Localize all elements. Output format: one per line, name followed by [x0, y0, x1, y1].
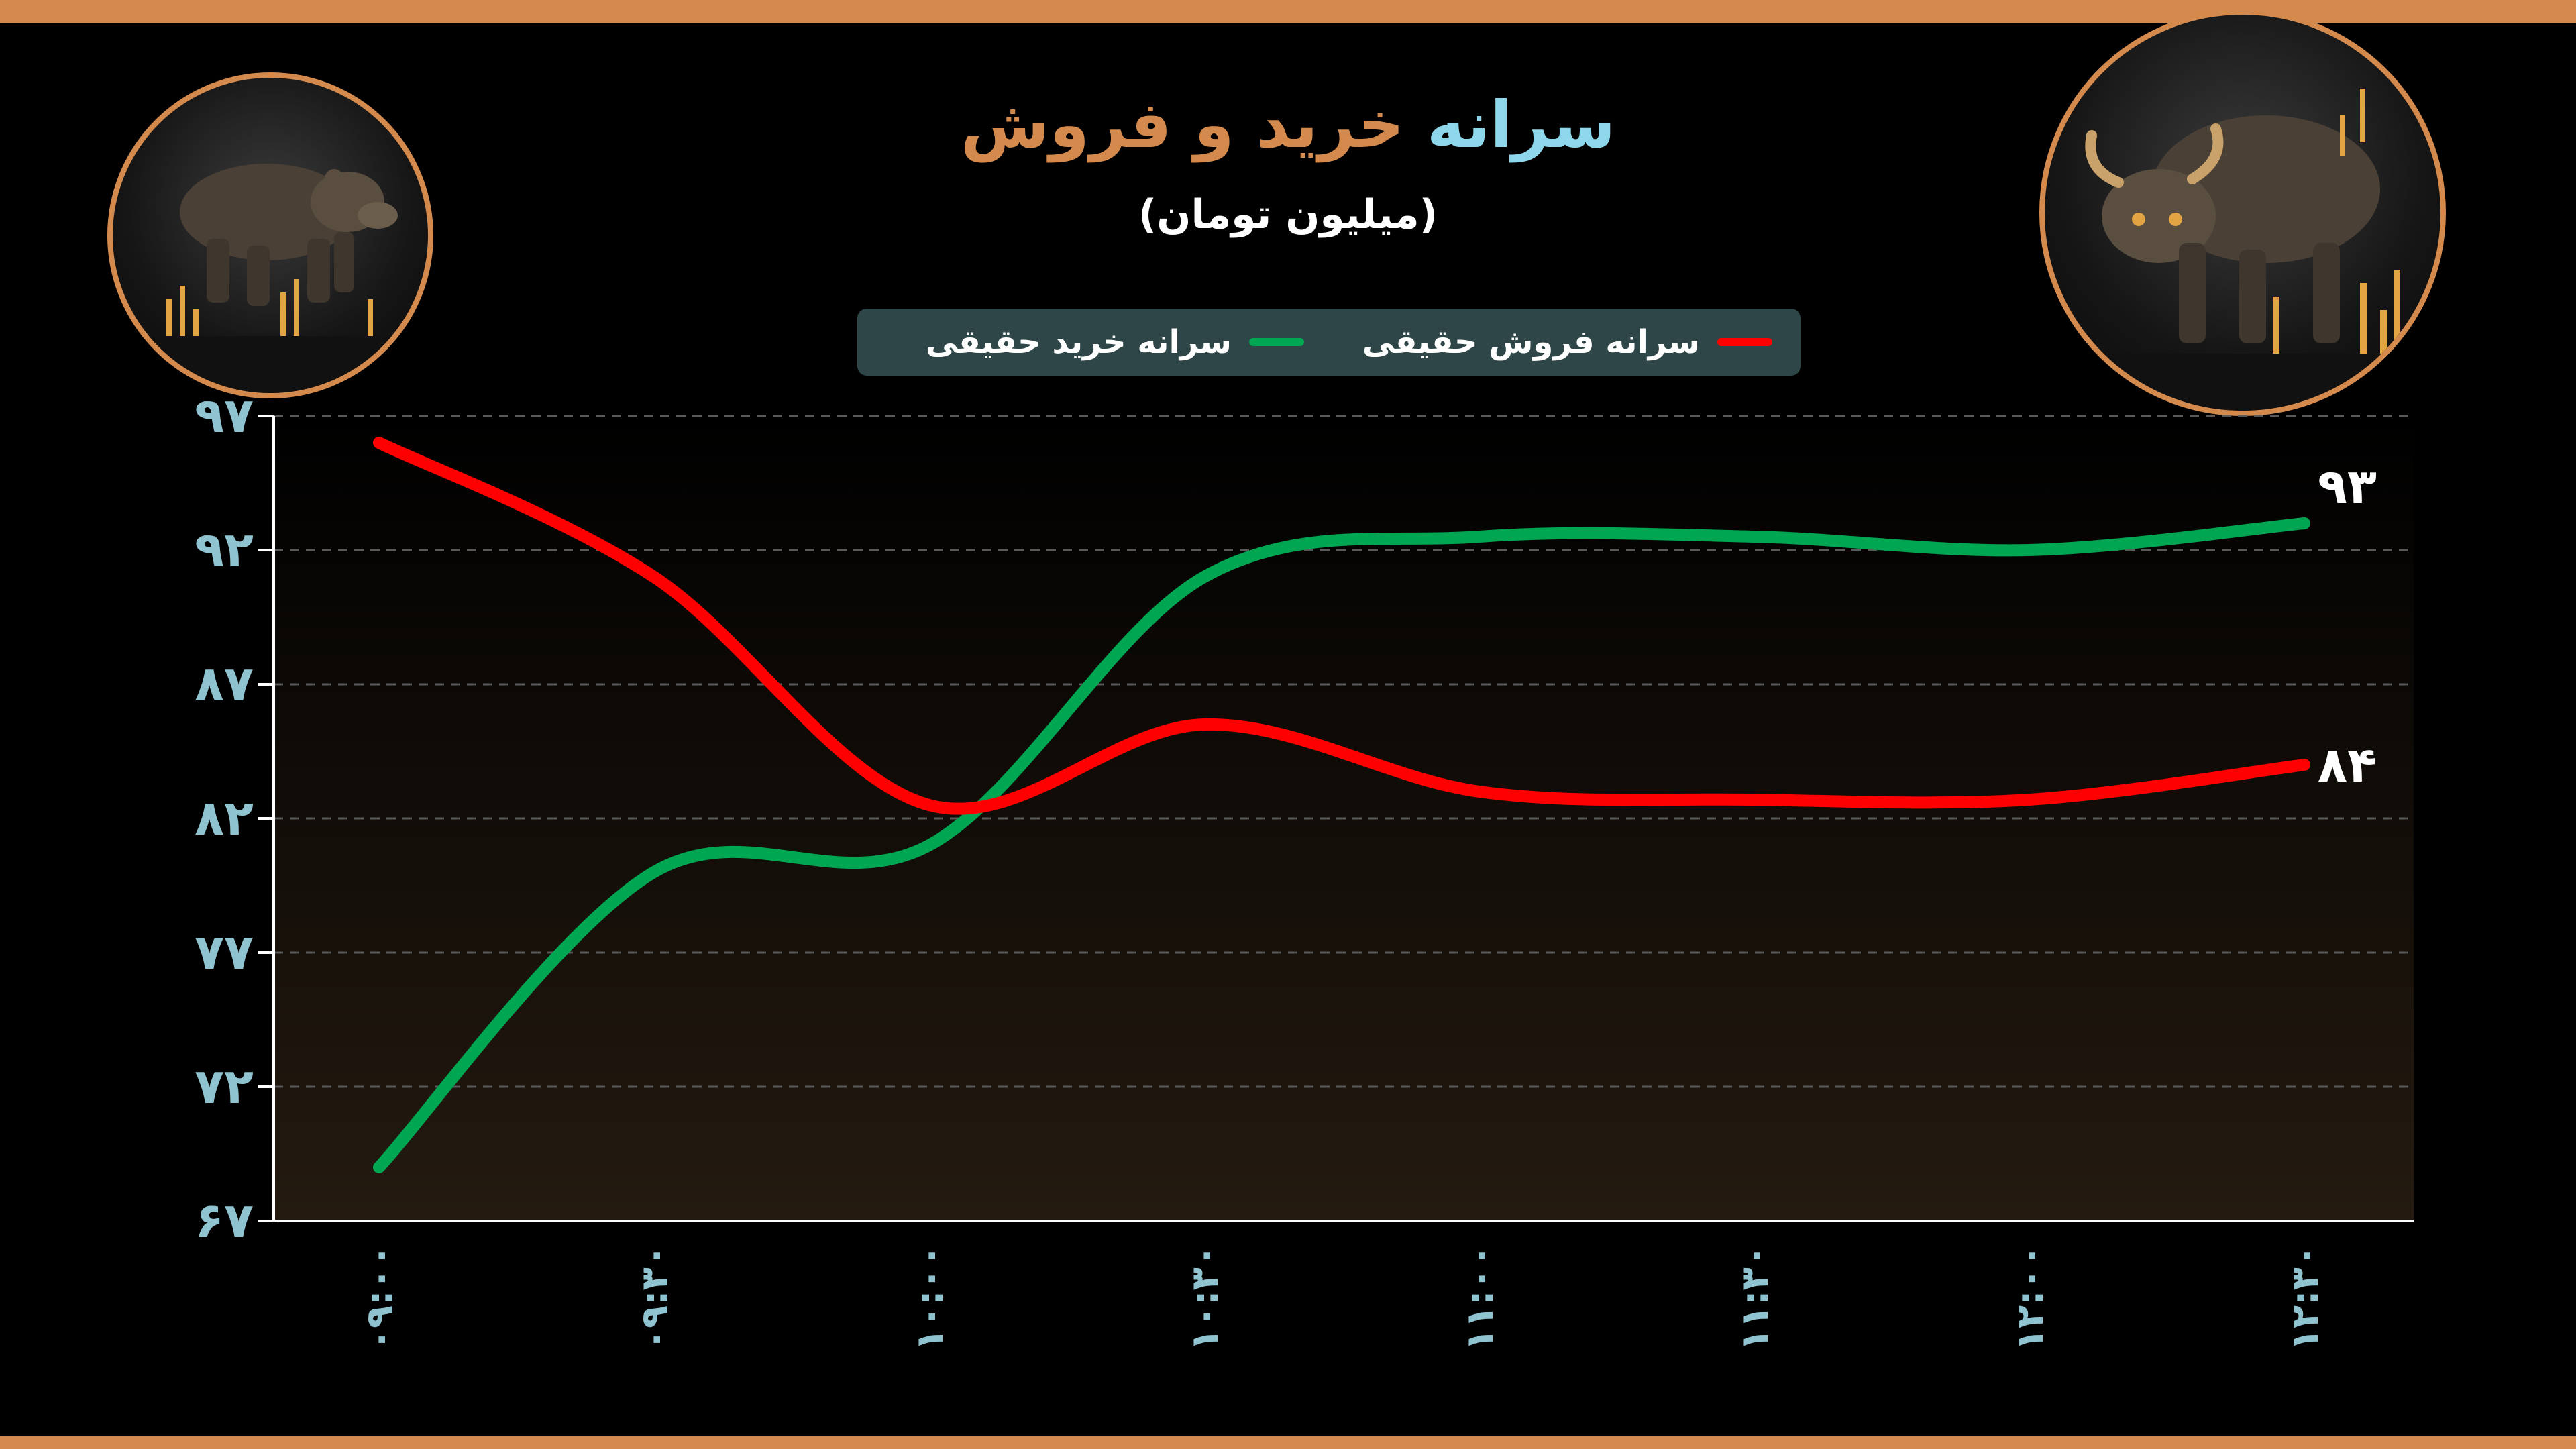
x-tick-label: ۱۲:۰۰ [2008, 1244, 2052, 1351]
y-tick-label: ۸۲ [195, 790, 254, 846]
bear-icon [107, 72, 433, 398]
x-tick-label: ۰۹:۳۰ [633, 1244, 677, 1351]
legend-swatch-buy [1249, 338, 1304, 346]
x-tick-labels: ۰۹:۰۰ ۰۹:۳۰ ۱۰:۰۰ ۱۰:۳۰ ۱۱:۰۰ ۱۱:۳۰ ۱۲:۰۰ ۱۲:۳۰ [358, 1244, 2327, 1351]
end-value-labels: ۸۴ ۹۳ [2318, 458, 2377, 793]
grid-lines [274, 415, 2414, 1088]
chart-title: سرانه خرید و فروش [0, 87, 2576, 162]
bull-icon [2039, 9, 2446, 416]
top-accent-band [0, 0, 2576, 23]
x-tick-label: ۱۱:۳۰ [1733, 1244, 1777, 1351]
y-tick-label: ۹۷ [195, 387, 254, 443]
x-tick-label: ۱۱:۰۰ [1458, 1244, 1502, 1351]
chart-legend: سرانه فروش حقیقی سرانه خرید حقیقی [857, 309, 1801, 376]
series-lines [373, 437, 2310, 1173]
y-tick-label: ۶۷ [195, 1192, 254, 1248]
x-tick-label: ۱۰:۳۰ [1183, 1244, 1227, 1351]
chart-subtitle: (میلیون تومان) [1138, 191, 1438, 238]
y-tick-label: ۹۲ [195, 521, 254, 578]
title-part-2: خرید و فروش [960, 87, 1405, 162]
title-part-1: سرانه [1426, 87, 1616, 162]
sell-end-label: ۸۴ [2318, 737, 2377, 793]
y-tick-label: ۷۷ [195, 924, 254, 980]
y-tick-label: ۸۷ [195, 655, 254, 712]
legend-label-buy: سرانه خرید حقیقی [925, 323, 1232, 361]
sell-series-line [373, 437, 2310, 815]
y-tick-label: ۷۲ [195, 1058, 254, 1114]
y-tick-labels: ۶۷ ۷۲ ۷۷ ۸۲ ۸۷ ۹۲ ۹۷ [195, 387, 274, 1248]
x-tick-label: ۱۲:۳۰ [2284, 1244, 2327, 1351]
x-tick-label: ۰۹:۰۰ [358, 1244, 402, 1351]
buy-end-label: ۹۳ [2318, 458, 2377, 515]
legend-label-sell: سرانه فروش حقیقی [1362, 323, 1700, 361]
bottom-accent-band [0, 1436, 2576, 1449]
x-tick-label: ۱۰:۰۰ [908, 1244, 952, 1351]
legend-item-buy: سرانه خرید حقیقی [926, 309, 1304, 376]
legend-swatch-sell [1717, 338, 1772, 346]
buy-series-line [373, 517, 2310, 1173]
legend-item-sell: سرانه فروش حقیقی [1362, 309, 1772, 376]
